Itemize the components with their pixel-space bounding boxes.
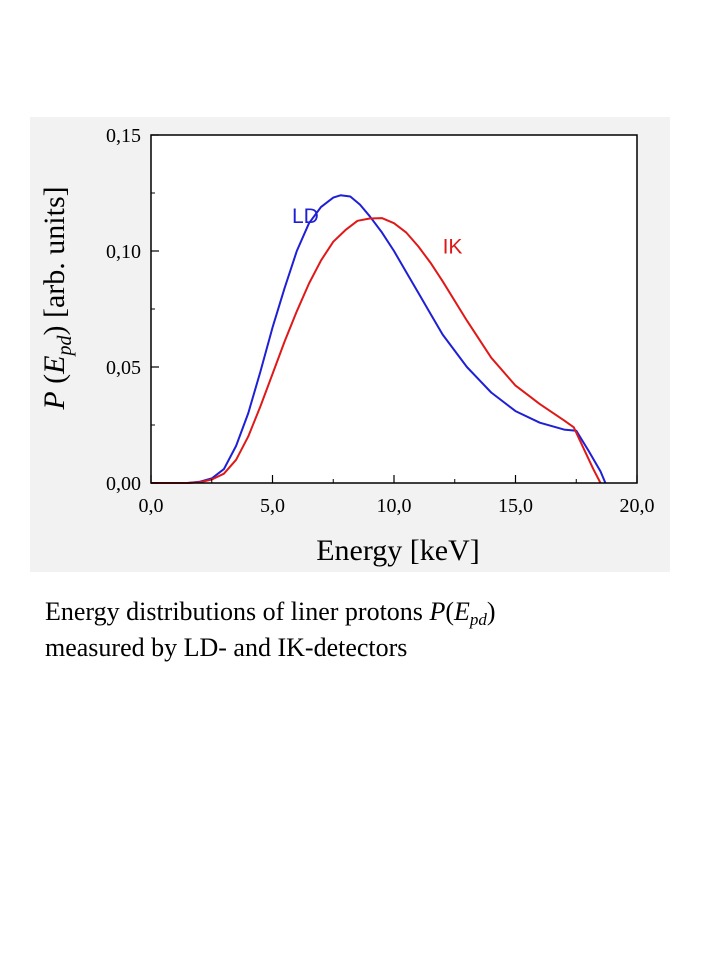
- caption-line-1: Energy distributions of liner protons P(…: [45, 594, 685, 630]
- y-tick-label: 0,10: [106, 241, 141, 263]
- energy-chart: 0,0 5,0 10,0 15,0 20,00,000,050,100,15 LDIK …: [30, 117, 670, 572]
- y-label-rest: ) [arb. units]: [38, 186, 71, 335]
- series-label-ld: LD: [292, 205, 319, 228]
- caption-subscript: pd: [469, 610, 487, 629]
- annotation-layer: LD IK: [292, 205, 463, 258]
- caption-symbol: P: [429, 597, 446, 626]
- y-label-e: E: [38, 355, 71, 374]
- y-tick-label: 0,00: [106, 473, 141, 495]
- figure-caption: Energy distributions of liner protons P(…: [45, 594, 685, 666]
- series-line-ik: [151, 217, 602, 484]
- x-tick-label: 15,0: [498, 495, 533, 517]
- caption-paren-open: (: [445, 597, 454, 626]
- series-line-ld: [151, 194, 607, 484]
- y-axis-label: P (Epd) [arb. units]: [38, 186, 76, 410]
- caption-e: E: [454, 597, 470, 626]
- y-label-open: (: [38, 374, 71, 392]
- series-label-ik: IK: [443, 235, 463, 258]
- x-tick-label: 20,0: [620, 495, 655, 517]
- y-tick-label: 0,15: [106, 125, 141, 147]
- caption-line-2: measured by LD- and IK-detectors: [45, 633, 408, 662]
- series-layer: [151, 194, 607, 484]
- caption-prefix: Energy distributions of liner protons: [45, 597, 430, 626]
- y-label-symbol: P: [38, 391, 71, 410]
- x-tick-label: 10,0: [377, 495, 412, 517]
- caption-paren-close: ): [486, 597, 496, 626]
- y-tick-label: 0,05: [106, 357, 141, 379]
- x-tick-label: 0,0: [139, 495, 164, 517]
- y-label-subscript: pd: [54, 334, 76, 357]
- plot-area: [151, 135, 637, 483]
- tick-layer: 0,0 5,0 10,0 15,0 20,0 0,00 0,05 0,10 0,15: [106, 125, 655, 517]
- x-tick-label: 5,0: [260, 495, 285, 517]
- x-axis-label: Energy [keV]: [316, 534, 480, 567]
